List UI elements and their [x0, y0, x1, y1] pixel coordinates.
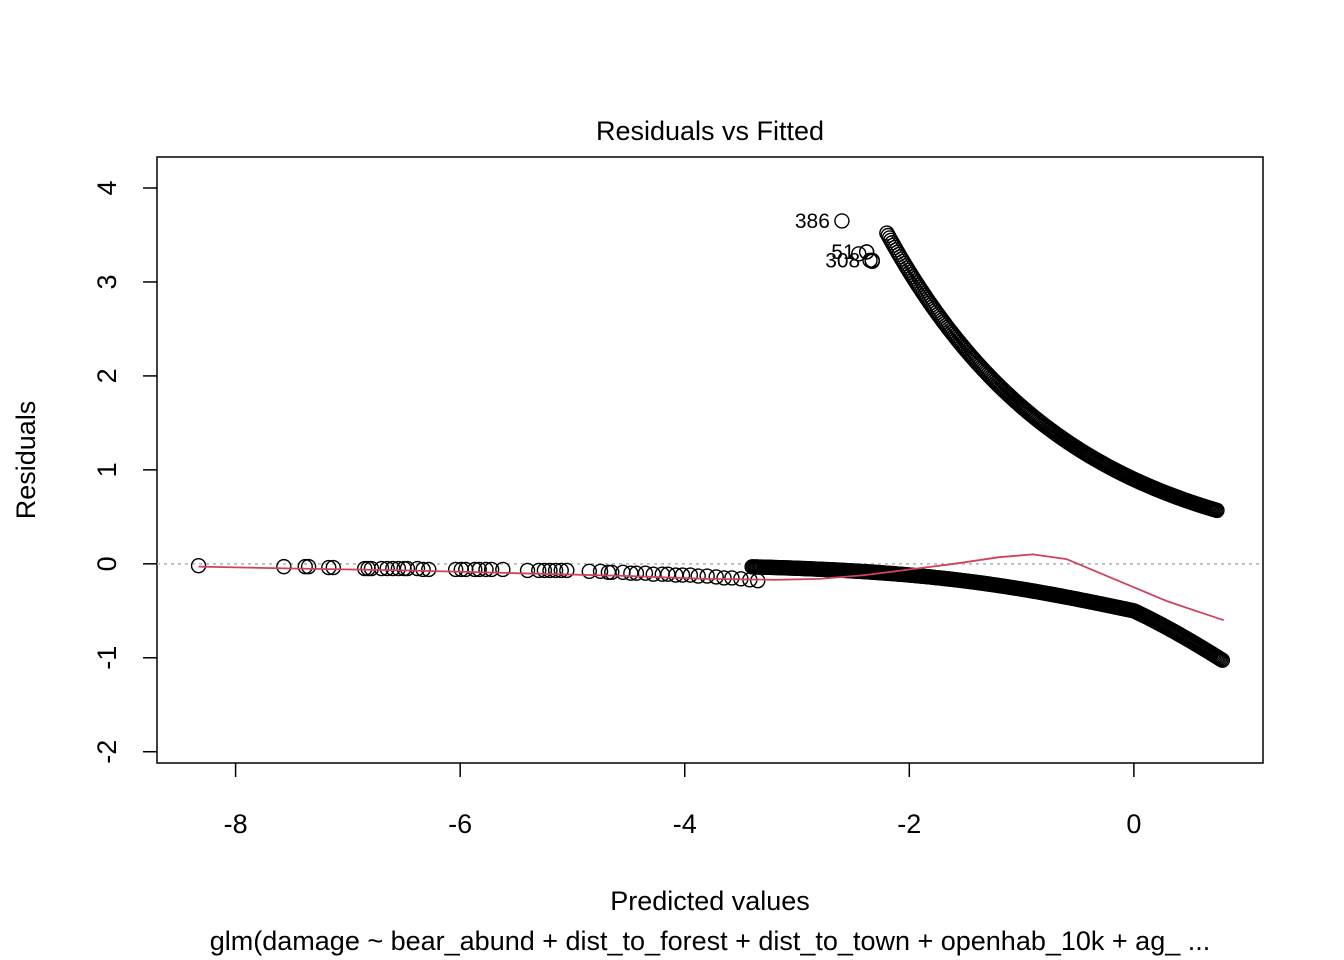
data-point — [674, 567, 691, 583]
data-point — [682, 567, 699, 583]
data-point — [547, 562, 564, 579]
data-point — [1214, 652, 1231, 668]
data-point — [708, 569, 724, 585]
data-point — [531, 562, 547, 579]
data-point — [300, 558, 317, 575]
data-point — [276, 558, 292, 575]
y-tick-label: 2 — [92, 368, 122, 383]
data-point — [581, 563, 597, 580]
y-tick-label: -2 — [92, 740, 122, 764]
x-axis: -8 -6 -4 -2 0 — [224, 763, 1141, 839]
plot-frame — [156, 156, 1264, 764]
y-tick-label: -1 — [92, 646, 122, 670]
data-point — [600, 564, 617, 580]
data-point — [1209, 502, 1225, 519]
x-tick-label: -8 — [224, 809, 248, 839]
data-point — [471, 561, 487, 578]
data-point — [542, 562, 558, 579]
data-point — [559, 562, 575, 579]
data-point — [421, 561, 437, 578]
x-tick-label: 0 — [1126, 809, 1141, 839]
smooth-line — [198, 553, 1224, 622]
data-point — [390, 560, 407, 577]
data-point — [325, 559, 341, 576]
data-point — [716, 570, 732, 586]
data-point — [553, 562, 569, 579]
data-point — [592, 563, 609, 580]
residual-points — [190, 213, 1231, 668]
outlier-label: 308 — [825, 249, 860, 272]
data-point — [297, 558, 313, 575]
chart-title: Residuals vs Fitted — [596, 116, 824, 146]
y-tick-label: 4 — [92, 180, 122, 195]
data-point — [1213, 651, 1229, 668]
data-point — [409, 560, 426, 577]
y-tick-label: 3 — [92, 274, 122, 289]
data-point — [483, 561, 500, 578]
data-point — [1211, 650, 1228, 667]
data-point — [190, 557, 207, 574]
y-tick-label: 1 — [92, 462, 122, 477]
data-point — [373, 560, 390, 577]
data-point — [851, 246, 867, 262]
data-point — [858, 244, 875, 260]
data-point — [628, 565, 645, 581]
data-point — [1210, 649, 1227, 666]
y-axis: -2 -1 0 1 2 3 4 — [92, 180, 157, 764]
data-point — [864, 252, 880, 269]
x-axis-label: Predicted values — [610, 886, 810, 916]
data-point — [447, 561, 464, 578]
data-point — [357, 560, 373, 577]
data-point — [379, 560, 395, 577]
outlier-label: 51 — [831, 241, 854, 264]
data-point — [637, 565, 654, 581]
model-formula: glm(damage ~ bear_abund + dist_to_forest… — [210, 926, 1210, 956]
x-tick-label: -2 — [897, 809, 921, 839]
y-axis-label: Residuals — [11, 401, 41, 520]
outlier-label: 386 — [795, 210, 830, 233]
data-point — [467, 561, 483, 578]
data-point — [724, 570, 740, 586]
data-point — [519, 562, 536, 579]
data-point — [604, 564, 620, 580]
data-point — [699, 568, 715, 584]
data-point — [690, 568, 706, 584]
x-tick-label: -4 — [673, 809, 697, 839]
data-point — [415, 561, 431, 578]
data-point — [834, 213, 850, 229]
data-point — [495, 561, 511, 578]
y-tick-label: 0 — [92, 556, 122, 571]
data-point — [750, 573, 766, 589]
data-point — [399, 560, 416, 577]
x-tick-label: -6 — [448, 809, 472, 839]
data-point — [536, 562, 553, 579]
data-point — [363, 560, 380, 577]
data-point — [478, 561, 494, 578]
data-point — [321, 559, 337, 576]
